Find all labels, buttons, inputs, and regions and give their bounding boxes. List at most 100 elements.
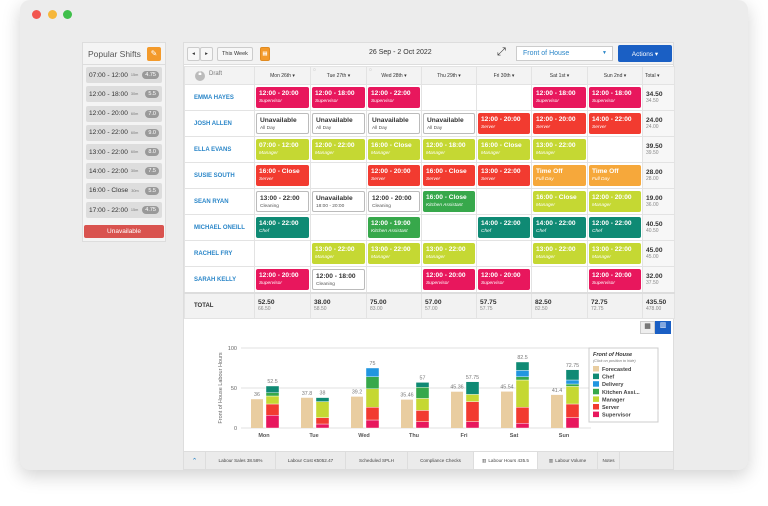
comment-icon[interactable]: ◌ xyxy=(313,67,316,73)
stacked-bar-segment[interactable] xyxy=(415,398,430,411)
employee-name[interactable]: EMMA HAYES xyxy=(184,84,255,111)
employee-name[interactable]: JOSH ALLEN xyxy=(184,110,255,137)
legend-swatch[interactable] xyxy=(593,411,599,418)
shift-block[interactable]: 16:00 - Close Manager xyxy=(478,139,530,160)
shift-cell[interactable]: 12:00 - 18:00 Supervisor xyxy=(310,84,367,111)
shift-block[interactable]: 07:00 - 12:00 Manager xyxy=(256,139,309,160)
stacked-bar-segment[interactable] xyxy=(415,382,430,388)
stacked-bar-segment[interactable] xyxy=(315,397,330,402)
shift-block[interactable]: Unavailable All Day xyxy=(423,113,475,134)
shift-cell[interactable]: 16:00 - Close Manager xyxy=(531,188,588,215)
stacked-bar-segment[interactable] xyxy=(415,386,430,399)
shift-cell[interactable]: 13:00 - 22:00 Manager xyxy=(531,136,588,163)
shift-cell[interactable]: 12:00 - 20:00 Manager xyxy=(587,188,643,215)
shift-cell[interactable]: Unavailable All Day xyxy=(254,110,311,137)
popular-shift-item[interactable]: 16:00 - Close 30m 5.5 xyxy=(86,182,162,199)
stacked-bar-segment[interactable] xyxy=(565,379,580,385)
day-header[interactable]: Fri 30th ▾ xyxy=(476,66,532,85)
shift-cell[interactable] xyxy=(476,188,532,215)
shift-cell[interactable]: 13:00 - 22:00 Cleaning xyxy=(254,188,311,215)
bottom-tab[interactable]: ▥ Labour Hours 435.5 xyxy=(474,452,538,469)
shift-cell[interactable]: 16:00 - Close Manager xyxy=(366,136,422,163)
stacked-bar-segment[interactable] xyxy=(565,369,580,381)
shift-block[interactable]: Unavailable All Day xyxy=(368,113,420,134)
shift-cell[interactable]: 13:00 - 22:00 Manager xyxy=(310,240,367,267)
employee-name[interactable]: SEAN RYAN xyxy=(184,188,255,215)
shift-cell[interactable]: 12:00 - 22:00 Manager xyxy=(310,136,367,163)
popular-shift-item[interactable]: 12:00 - 18:00 30m 5.5 xyxy=(86,86,162,103)
shift-cell[interactable]: 14:00 - 22:00 Server xyxy=(587,110,643,137)
stacked-bar-segment[interactable] xyxy=(415,410,430,422)
this-week-button[interactable]: This Week xyxy=(217,47,253,61)
forecast-bar[interactable] xyxy=(501,391,513,428)
shift-block[interactable]: Unavailable All Day xyxy=(256,113,309,134)
shift-cell[interactable]: 13:00 - 22:00 Manager xyxy=(421,240,477,267)
shift-block[interactable]: 14:00 - 22:00 Chef xyxy=(256,217,309,238)
close-window-button[interactable] xyxy=(32,10,41,19)
forecast-bar[interactable] xyxy=(451,391,463,428)
day-header[interactable]: ◌ Tue 27th ▾ xyxy=(310,66,367,85)
popular-shift-item[interactable]: 13:00 - 22:00 60m 8.0 xyxy=(86,144,162,161)
stacked-bar-segment[interactable] xyxy=(565,386,580,405)
shift-block[interactable]: 13:00 - 22:00 Manager xyxy=(533,243,586,264)
stacked-bar-segment[interactable] xyxy=(465,421,480,429)
shift-block[interactable]: 12:00 - 18:00 Supervisor xyxy=(533,87,586,108)
shift-block[interactable]: 13:00 - 22:00 Manager xyxy=(368,243,420,264)
stacked-bar-segment[interactable] xyxy=(315,423,330,429)
shift-block[interactable]: 12:00 - 18:00 Manager xyxy=(423,139,475,160)
stacked-bar-segment[interactable] xyxy=(265,395,280,405)
bottom-tab[interactable]: Labour Sales 38.58% xyxy=(206,452,276,469)
chart-view-icon[interactable]: ▥ xyxy=(655,321,671,334)
shift-block[interactable]: 12:00 - 18:00 Supervisor xyxy=(589,87,641,108)
stacked-bar-segment[interactable] xyxy=(465,401,480,422)
shift-cell[interactable]: 12:00 - 20:00 Supervisor xyxy=(254,266,311,294)
forecast-bar[interactable] xyxy=(401,399,413,428)
popular-shift-item[interactable]: 12:00 - 22:00 60m 9.0 xyxy=(86,124,162,141)
shift-block[interactable]: 12:00 - 20:00 Server xyxy=(368,165,420,186)
minimize-window-button[interactable] xyxy=(48,10,57,19)
employee-name[interactable]: ELLA EVANS xyxy=(184,136,255,163)
stacked-bar-segment[interactable] xyxy=(265,414,280,429)
shift-block[interactable]: 12:00 - 20:00 Supervisor xyxy=(256,87,309,108)
shift-cell[interactable]: 12:00 - 22:00 Chef xyxy=(587,214,643,241)
shift-block[interactable]: 12:00 - 19:00 Kitchen Assistant xyxy=(368,217,420,238)
shift-cell[interactable]: Unavailable All Day xyxy=(421,110,477,137)
forecast-bar[interactable] xyxy=(351,396,363,428)
stacked-bar-segment[interactable] xyxy=(365,419,380,429)
shift-cell[interactable]: 12:00 - 20:00 Cleaning xyxy=(366,188,422,215)
shift-block[interactable]: 13:00 - 22:00 Manager xyxy=(423,243,475,264)
shift-cell[interactable]: 12:00 - 18:00 Cleaning xyxy=(310,266,367,294)
comment-icon[interactable]: ◌ xyxy=(369,67,372,73)
stacked-bar-segment[interactable] xyxy=(565,417,580,429)
shift-block[interactable]: 12:00 - 22:00 Chef xyxy=(589,217,641,238)
popular-shift-item[interactable]: 14:00 - 22:00 30m 7.5 xyxy=(86,163,162,180)
shift-block[interactable]: 13:00 - 22:00 Server xyxy=(478,165,530,186)
stacked-bar-segment[interactable] xyxy=(465,381,480,395)
shift-cell[interactable]: 12:00 - 20:00 Server xyxy=(476,110,532,137)
shift-block[interactable]: Unavailable All Day xyxy=(312,113,365,134)
legend-swatch[interactable] xyxy=(593,366,599,372)
shift-block[interactable]: 13:00 - 22:00 Cleaning xyxy=(256,191,309,212)
shift-block[interactable]: 13:00 - 22:00 Manager xyxy=(533,139,586,160)
shift-block[interactable]: 16:00 - Close Server xyxy=(423,165,475,186)
legend-item[interactable]: Server xyxy=(602,405,620,411)
stacked-bar-segment[interactable] xyxy=(415,421,430,429)
shift-cell[interactable] xyxy=(254,240,311,267)
popular-shift-item[interactable]: 07:00 - 12:00 15m 4.75 xyxy=(86,67,162,83)
shift-cell[interactable] xyxy=(476,240,532,267)
shift-cell[interactable]: 13:00 - 22:00 Server xyxy=(476,162,532,189)
shift-block[interactable]: 12:00 - 22:00 Supervisor xyxy=(368,87,420,108)
shift-cell[interactable]: Unavailable All Day xyxy=(366,110,422,137)
shift-cell[interactable]: 12:00 - 20:00 Server xyxy=(366,162,422,189)
shift-block[interactable]: 12:00 - 20:00 Supervisor xyxy=(423,269,475,290)
shift-cell[interactable]: 16:00 - Close Manager xyxy=(476,136,532,163)
legend-swatch[interactable] xyxy=(593,388,599,395)
shift-cell[interactable] xyxy=(421,84,477,111)
shift-cell[interactable]: 12:00 - 19:00 Kitchen Assistant xyxy=(366,214,422,241)
forecast-bar[interactable] xyxy=(551,394,563,428)
legend-item[interactable]: Kitchen Assi... xyxy=(602,390,640,396)
shift-block[interactable]: 16:00 - Close Server xyxy=(256,165,309,186)
shift-cell[interactable]: 12:00 - 22:00 Supervisor xyxy=(366,84,422,111)
stacked-bar-segment[interactable] xyxy=(515,406,530,424)
legend-item[interactable]: Forecasted xyxy=(602,367,631,373)
